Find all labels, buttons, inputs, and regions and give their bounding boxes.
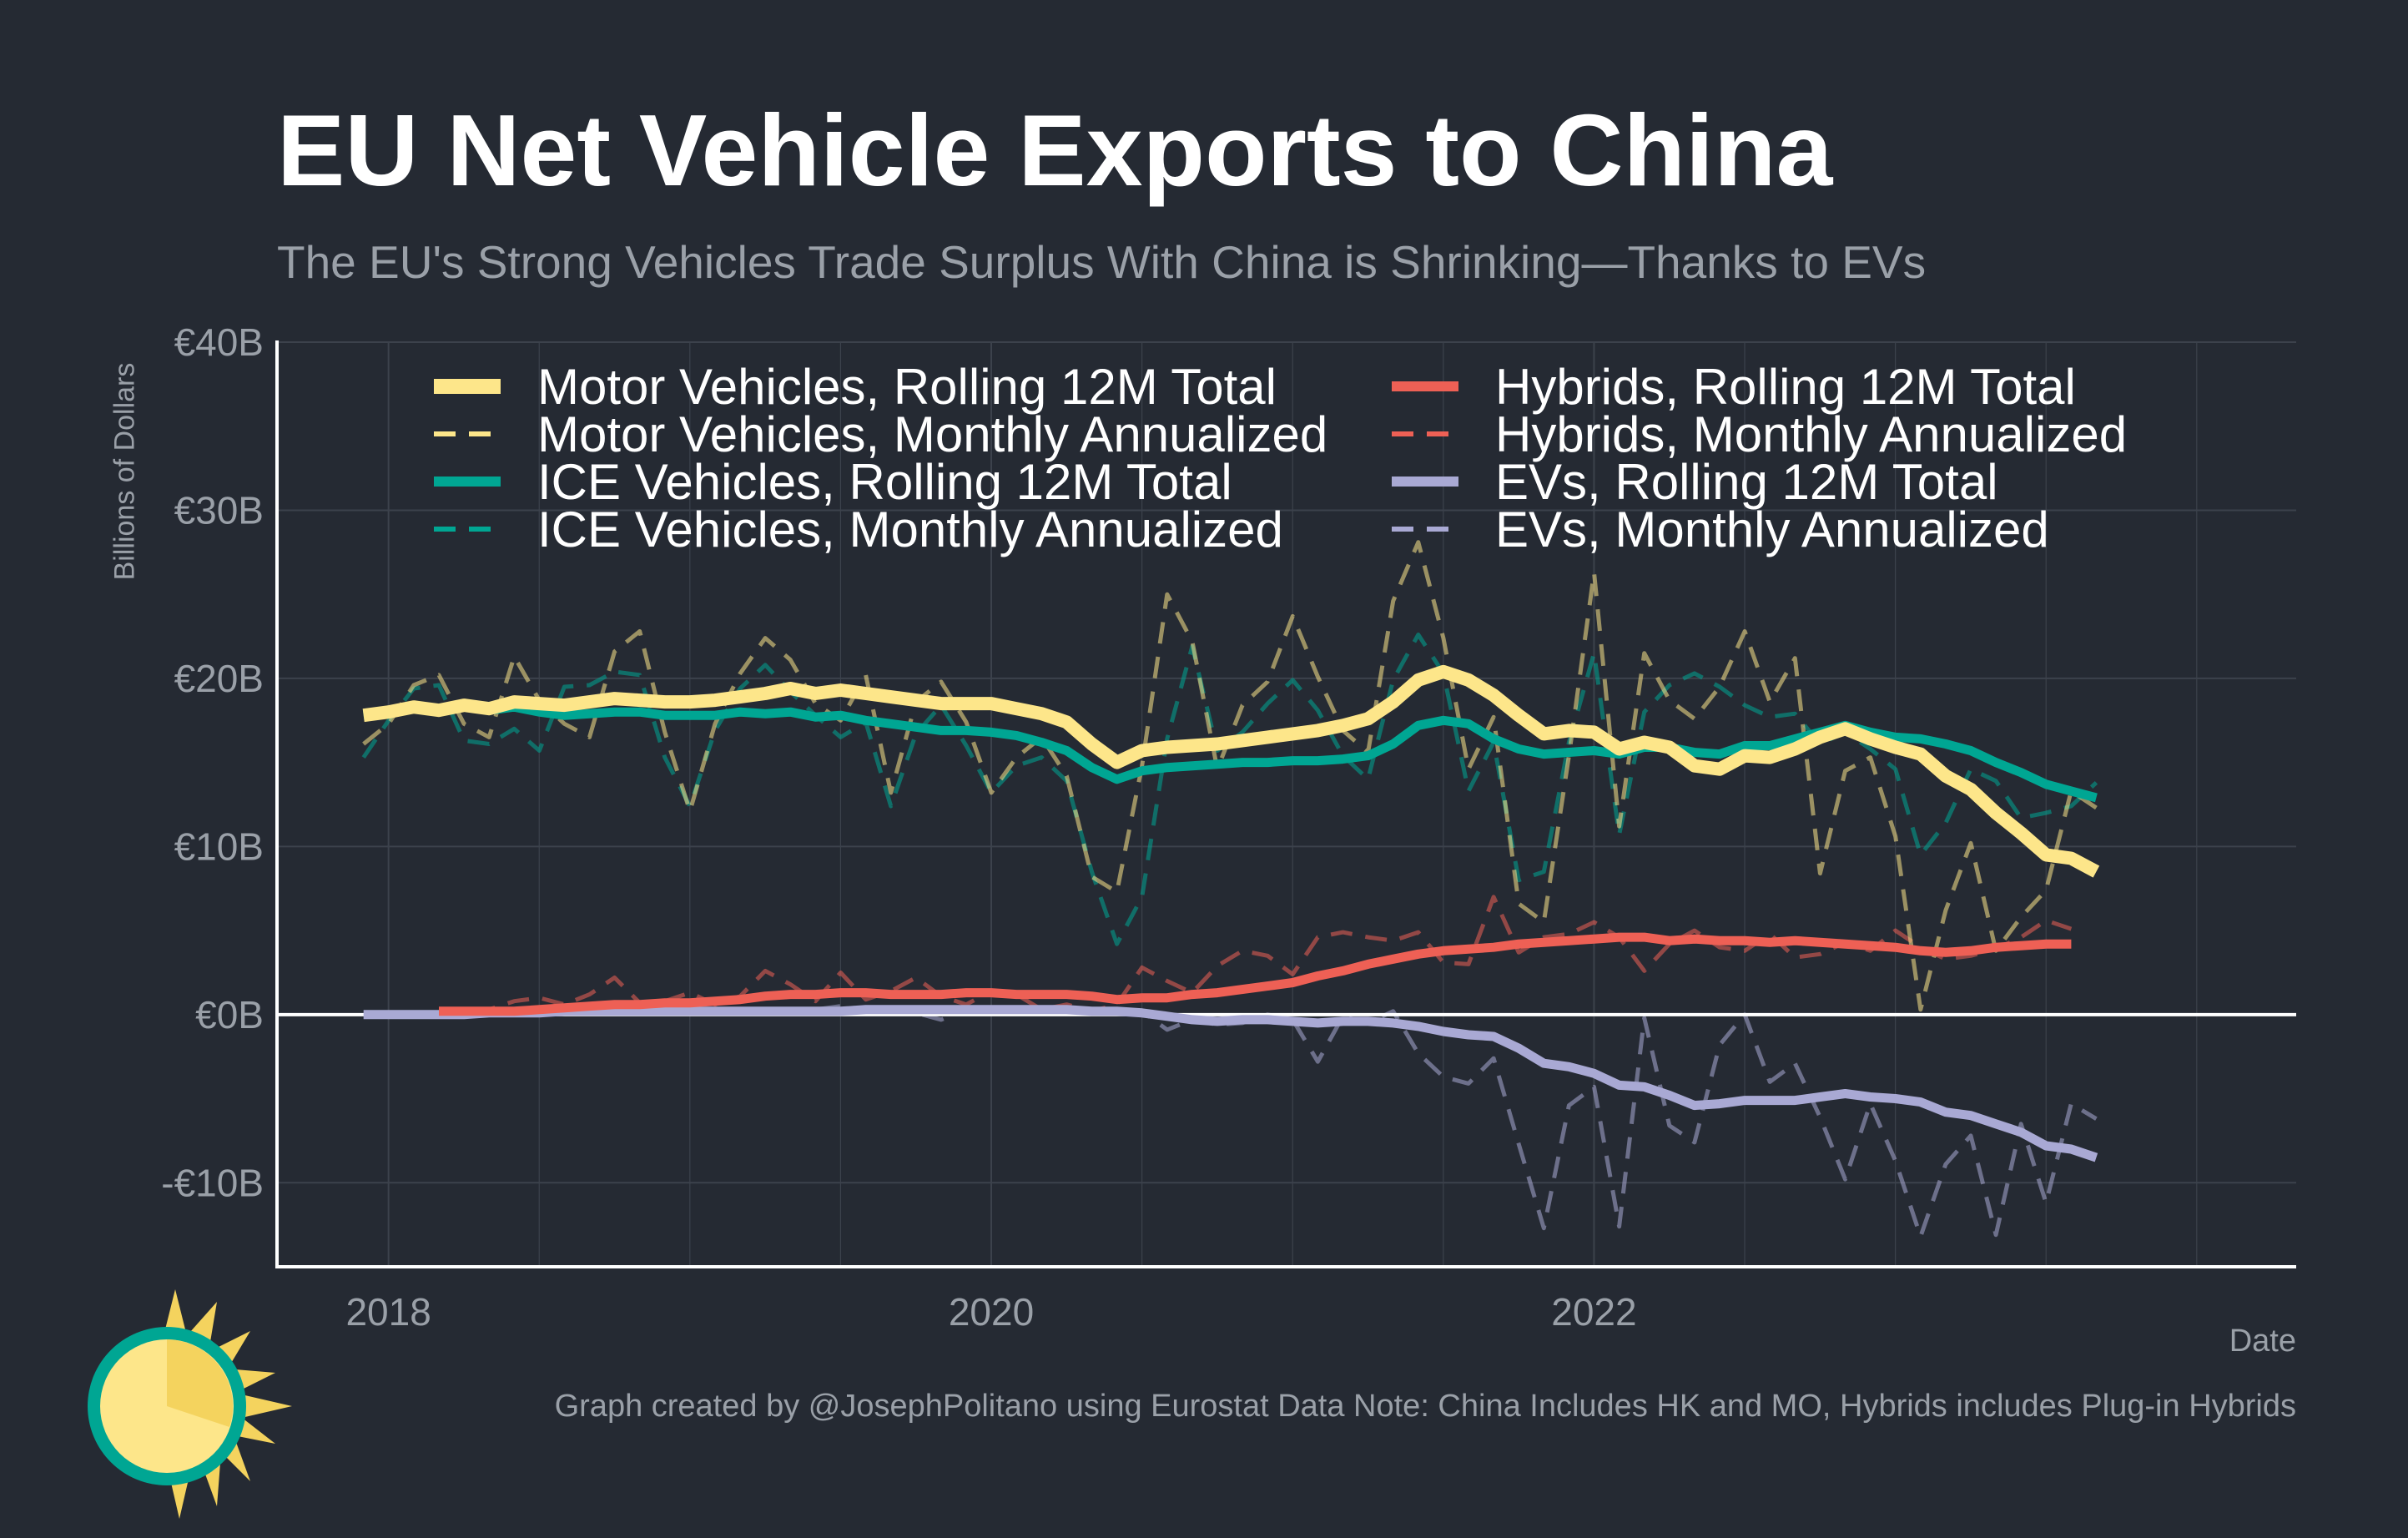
legend-label: EVs, Monthly Annualized bbox=[1495, 502, 2049, 557]
legend-item: ICE Vehicles, Monthly Annualized bbox=[434, 502, 1283, 557]
legend-label: ICE Vehicles, Monthly Annualized bbox=[537, 502, 1283, 557]
sun-logo-icon bbox=[88, 1289, 292, 1519]
series-ice-monthly-line bbox=[361, 633, 2098, 946]
series-motor-rolling-line bbox=[362, 664, 2100, 878]
legend-item: Motor Vehicles, Monthly Annualized bbox=[434, 406, 1327, 462]
y-tick-label: €0B bbox=[195, 993, 264, 1036]
legend-label: Hybrids, Rolling 12M Total bbox=[1495, 359, 2076, 415]
legend-label: EVs, Rolling 12M Total bbox=[1495, 454, 1998, 510]
legend-item: Hybrids, Monthly Annualized bbox=[1392, 406, 2127, 462]
x-tick-label: 2020 bbox=[949, 1290, 1034, 1334]
legend-label: Motor Vehicles, Rolling 12M Total bbox=[537, 359, 1277, 415]
y-tick-label: €10B bbox=[174, 824, 264, 868]
solid-series-layer bbox=[362, 664, 2100, 1162]
series-evs-rolling-line bbox=[363, 1005, 2098, 1162]
legend-label: ICE Vehicles, Rolling 12M Total bbox=[537, 454, 1232, 510]
y-tick-label: €20B bbox=[174, 657, 264, 700]
series-hybrids-monthly-line bbox=[438, 895, 2073, 1016]
legend-label: Hybrids, Monthly Annualized bbox=[1495, 406, 2127, 462]
legend-item: EVs, Rolling 12M Total bbox=[1392, 454, 1998, 510]
chart-title: EU Net Vehicle Exports to China bbox=[277, 93, 1833, 207]
series-motor-monthly-line bbox=[362, 540, 2098, 1012]
legend-label: Motor Vehicles, Monthly Annualized bbox=[537, 406, 1327, 462]
x-tick-label: 2018 bbox=[345, 1290, 431, 1334]
series-hybrids-rolling-line bbox=[439, 932, 2072, 1016]
y-tick-label: -€10B bbox=[161, 1161, 264, 1204]
x-tick-label: 2022 bbox=[1551, 1290, 1636, 1334]
x-axis-title: Date bbox=[2229, 1324, 2296, 1359]
series-ice-rolling-line bbox=[362, 700, 2098, 803]
legend-item: EVs, Monthly Annualized bbox=[1392, 502, 2049, 557]
tick-labels: €40B €30B €20B €10B €0B -€10B 2018 2020 2022 bbox=[161, 320, 1636, 1334]
legend-item: Motor Vehicles, Rolling 12M Total bbox=[434, 359, 1277, 415]
y-tick-label: €40B bbox=[174, 320, 264, 364]
source-caption: Graph created by @JosephPolitano using E… bbox=[554, 1389, 2296, 1424]
dashed-series-layer bbox=[361, 540, 2098, 1239]
legend-item: Hybrids, Rolling 12M Total bbox=[1392, 359, 2076, 415]
legend-item: ICE Vehicles, Rolling 12M Total bbox=[434, 454, 1232, 510]
axes bbox=[275, 340, 2296, 1268]
y-tick-label: €30B bbox=[174, 488, 264, 532]
chart-subtitle: The EU's Strong Vehicles Trade Surplus W… bbox=[277, 236, 1927, 288]
series-evs-monthly-line bbox=[363, 1004, 2098, 1239]
